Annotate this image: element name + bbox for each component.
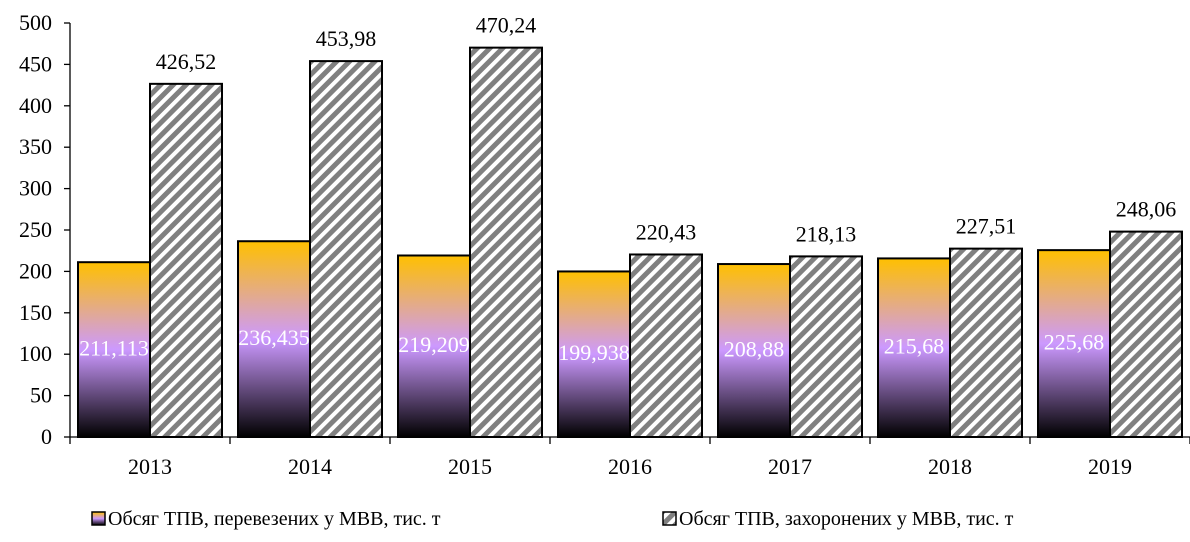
legend-swatch-transported	[91, 511, 106, 526]
y-tick-label: 100	[19, 341, 52, 366]
y-tick-label: 0	[41, 424, 52, 449]
x-tick-label: 2018	[928, 454, 972, 479]
data-label-buried-2013: 426,52	[156, 49, 217, 74]
x-tick-label: 2015	[448, 454, 492, 479]
data-label-buried-2016: 220,43	[636, 219, 697, 244]
y-tick-label: 500	[19, 10, 52, 35]
data-label-transported-2014: 236,435	[238, 325, 310, 350]
x-tick-label: 2014	[288, 454, 332, 479]
data-label-transported-2017: 208,88	[724, 337, 785, 362]
y-tick-label: 200	[19, 258, 52, 283]
data-label-buried-2014: 453,98	[316, 26, 377, 51]
legend-label-transported: Обсяг ТПВ, перевезених у МВВ, тис. т	[108, 508, 441, 530]
bar-buried-2018	[949, 247, 1023, 438]
y-tick-label: 300	[19, 176, 52, 201]
bar-transported-2013	[77, 261, 151, 438]
y-tick-label: 400	[19, 93, 52, 118]
bar-transported-2015	[397, 254, 471, 438]
data-label-buried-2018: 227,51	[956, 214, 1017, 239]
x-tick-label: 2016	[608, 454, 652, 479]
bar-buried-2017	[789, 255, 863, 438]
bar-buried-2019	[1109, 230, 1183, 438]
bar-buried-2013	[149, 82, 223, 439]
data-label-buried-2015: 470,24	[476, 13, 537, 38]
data-label-buried-2017: 218,13	[796, 221, 857, 246]
y-tick-label: 150	[19, 300, 52, 325]
y-tick-label: 450	[19, 51, 52, 76]
data-label-transported-2015: 219,209	[398, 332, 470, 357]
bar-buried-2016	[629, 253, 703, 438]
x-tick-label: 2017	[768, 454, 812, 479]
data-label-buried-2019: 248,06	[1116, 197, 1177, 222]
x-tick-label: 2019	[1088, 454, 1132, 479]
data-label-transported-2013: 211,113	[79, 336, 149, 361]
y-tick-label: 350	[19, 134, 52, 159]
legend-label-buried: Обсяг ТПВ, захоронених у МВВ, тис. т	[679, 508, 1014, 530]
legend-swatch-buried	[662, 511, 677, 526]
bar-buried-2015	[469, 46, 543, 439]
y-tick-label: 50	[30, 383, 52, 408]
data-label-transported-2019: 225,68	[1044, 330, 1105, 355]
y-tick-label: 250	[19, 217, 52, 242]
bar-transported-2018	[877, 257, 951, 438]
x-tick-label: 2013	[128, 454, 172, 479]
bar-buried-2014	[309, 60, 383, 439]
data-label-transported-2018: 215,68	[884, 334, 945, 359]
data-label-transported-2016: 199,938	[558, 340, 630, 365]
bar-transported-2014	[237, 240, 311, 438]
